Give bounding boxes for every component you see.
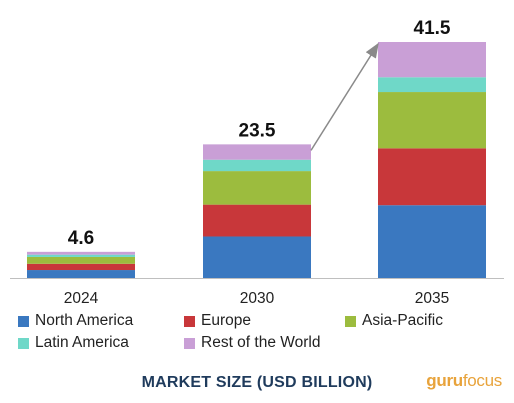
x-tick-label-2030: 2030 xyxy=(240,290,275,307)
x-tick-label-2035: 2035 xyxy=(415,290,449,307)
x-tick-label-2024: 2024 xyxy=(64,290,99,307)
bar-segment-2024-asia-pacific xyxy=(27,256,135,264)
legend-swatch-rest-of-world xyxy=(184,337,195,349)
legend-label-latin-america: Latin America xyxy=(35,334,129,351)
bar-segment-2035-latin-america xyxy=(378,77,486,93)
legend-swatch-asia-pacific xyxy=(345,315,356,327)
total-label-2030: 23.5 xyxy=(239,120,276,141)
total-label-2035: 41.5 xyxy=(414,18,451,39)
bar-segment-2024-north-america xyxy=(27,270,135,278)
legend-item-latin-america: Latin America xyxy=(18,334,129,352)
legend-label-north-america: North America xyxy=(35,312,134,329)
bar-segment-2024-latin-america xyxy=(27,254,135,257)
watermark-part1: guru xyxy=(426,371,463,390)
legend-swatch-latin-america xyxy=(18,337,29,349)
bar-segment-2030-europe xyxy=(203,204,311,237)
bar-segment-2030-latin-america xyxy=(203,159,311,172)
bar-segment-2035-rest-of-the-world xyxy=(378,42,486,78)
legend-label-rest-of-world: Rest of the World xyxy=(201,334,321,351)
bar-segment-2024-europe xyxy=(27,263,135,271)
gurufocus-watermark: gurufocus xyxy=(426,371,502,391)
bar-segment-2024-rest-of-the-world xyxy=(27,251,135,255)
bar-segment-2030-rest-of-the-world xyxy=(203,144,311,160)
labels-group: 4.6 2024 23.5 2030 41.5 2035 xyxy=(64,18,451,307)
bar-segment-2035-north-america xyxy=(378,205,486,278)
total-label-2024: 4.6 xyxy=(68,228,94,249)
stacked-bar-chart: 4.6 2024 23.5 2030 41.5 2035 xyxy=(10,18,504,307)
legend-label-europe: Europe xyxy=(201,312,251,329)
legend-item-europe: Europe xyxy=(184,312,251,330)
legend-label-asia-pacific: Asia-Pacific xyxy=(362,312,443,329)
legend-item-asia-pacific: Asia-Pacific xyxy=(345,312,443,330)
bar-segment-2030-north-america xyxy=(203,236,311,278)
bar-segment-2035-asia-pacific xyxy=(378,92,486,149)
chart-title: MARKET SIZE (USD BILLION) xyxy=(141,374,373,391)
legend-item-rest-of-world: Rest of the World xyxy=(184,334,320,352)
bars-group xyxy=(27,42,486,278)
bar-segment-2035-europe xyxy=(378,148,486,206)
trend-arrow xyxy=(310,42,379,151)
bar-segment-2030-asia-pacific xyxy=(203,171,311,205)
legend-swatch-europe xyxy=(184,315,195,327)
legend-item-north-america: North America xyxy=(18,312,133,330)
legend-swatch-north-america xyxy=(18,315,29,327)
watermark-part2: focus xyxy=(462,371,502,390)
